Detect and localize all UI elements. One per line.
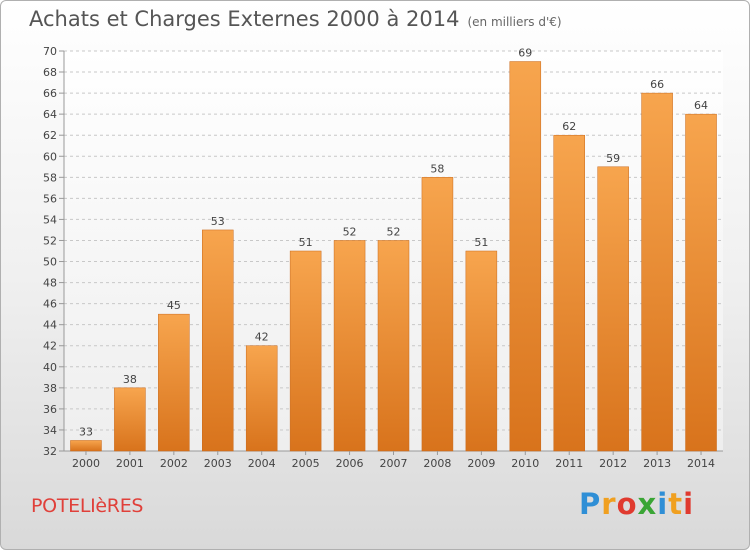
x-tick-label: 2005	[292, 457, 320, 470]
x-tick-label: 2002	[160, 457, 188, 470]
y-tick-label: 32	[43, 445, 57, 458]
x-tick-label: 2003	[204, 457, 232, 470]
y-tick-label: 36	[43, 403, 57, 416]
logo-letter: i	[657, 487, 669, 521]
logo-letter: r	[601, 487, 617, 521]
chart-unit: (en milliers d'€)	[467, 15, 562, 29]
bar	[202, 229, 234, 452]
bar-value-label: 51	[474, 236, 488, 249]
logo-letter: P	[579, 487, 602, 521]
bar-value-label: 53	[211, 215, 225, 228]
y-tick-label: 38	[43, 382, 57, 395]
y-tick-label: 52	[43, 234, 57, 247]
bar-value-label: 62	[562, 120, 576, 133]
x-tick-label: 2014	[687, 457, 715, 470]
x-tick-label: 2013	[643, 457, 671, 470]
commune-name: POTELIèRES	[31, 495, 144, 517]
y-tick-label: 62	[43, 129, 57, 142]
x-tick-label: 2000	[72, 457, 100, 470]
y-tick-label: 42	[43, 340, 57, 353]
bar	[597, 166, 629, 452]
x-tick-label: 2012	[599, 457, 627, 470]
x-tick-label: 2011	[555, 457, 583, 470]
y-tick-label: 56	[43, 192, 57, 205]
y-tick-label: 34	[43, 424, 57, 437]
y-tick-label: 60	[43, 150, 57, 163]
bar	[509, 61, 542, 452]
bar-value-label: 69	[518, 47, 532, 60]
bar	[158, 313, 190, 452]
bar	[245, 345, 278, 452]
bar-value-label: 45	[167, 299, 181, 312]
chart-title-text: Achats et Charges Externes 2000 à 2014	[29, 7, 460, 31]
logo-letter: t	[668, 487, 684, 521]
chart-title: Achats et Charges Externes 2000 à 2014 (e…	[29, 7, 562, 31]
y-tick-label: 58	[43, 171, 57, 184]
proxiti-logo: Proxiti	[579, 487, 694, 521]
y-tick-label: 40	[43, 361, 57, 374]
y-tick-label: 68	[43, 66, 57, 79]
x-tick-label: 2006	[336, 457, 364, 470]
bar	[70, 440, 102, 452]
bar-value-label: 38	[123, 373, 137, 386]
x-tick-label: 2007	[380, 457, 408, 470]
logo-letter: i	[683, 487, 695, 521]
bar-value-label: 33	[79, 425, 93, 438]
bar-value-label: 52	[387, 225, 401, 238]
y-tick-label: 66	[43, 87, 57, 100]
bar-value-label: 42	[255, 331, 269, 344]
bar-value-label: 51	[299, 236, 313, 249]
x-tick-label: 2008	[423, 457, 451, 470]
bar	[289, 250, 322, 452]
bar	[114, 387, 146, 452]
y-tick-label: 46	[43, 298, 57, 311]
x-tick-label: 2004	[248, 457, 276, 470]
y-tick-label: 48	[43, 277, 57, 290]
bar	[685, 113, 717, 452]
bar	[377, 240, 410, 452]
y-tick-label: 64	[43, 108, 57, 121]
bar-value-label: 59	[606, 152, 620, 165]
y-tick-label: 70	[43, 45, 57, 58]
bar-value-label: 52	[343, 225, 357, 238]
bar	[465, 250, 498, 452]
y-tick-label: 50	[43, 256, 57, 269]
bar-value-label: 66	[650, 78, 664, 91]
x-tick-label: 2009	[467, 457, 495, 470]
bar-value-label: 58	[430, 162, 444, 175]
bar	[333, 240, 366, 452]
bar	[553, 134, 585, 452]
bar	[421, 177, 454, 452]
y-tick-label: 44	[43, 319, 57, 332]
logo-letter: x	[637, 487, 658, 521]
logo-letter: o	[616, 487, 638, 521]
bar	[641, 92, 673, 452]
bar-value-label: 64	[694, 99, 708, 112]
y-tick-label: 54	[43, 213, 57, 226]
x-tick-label: 2010	[511, 457, 539, 470]
x-tick-label: 2001	[116, 457, 144, 470]
